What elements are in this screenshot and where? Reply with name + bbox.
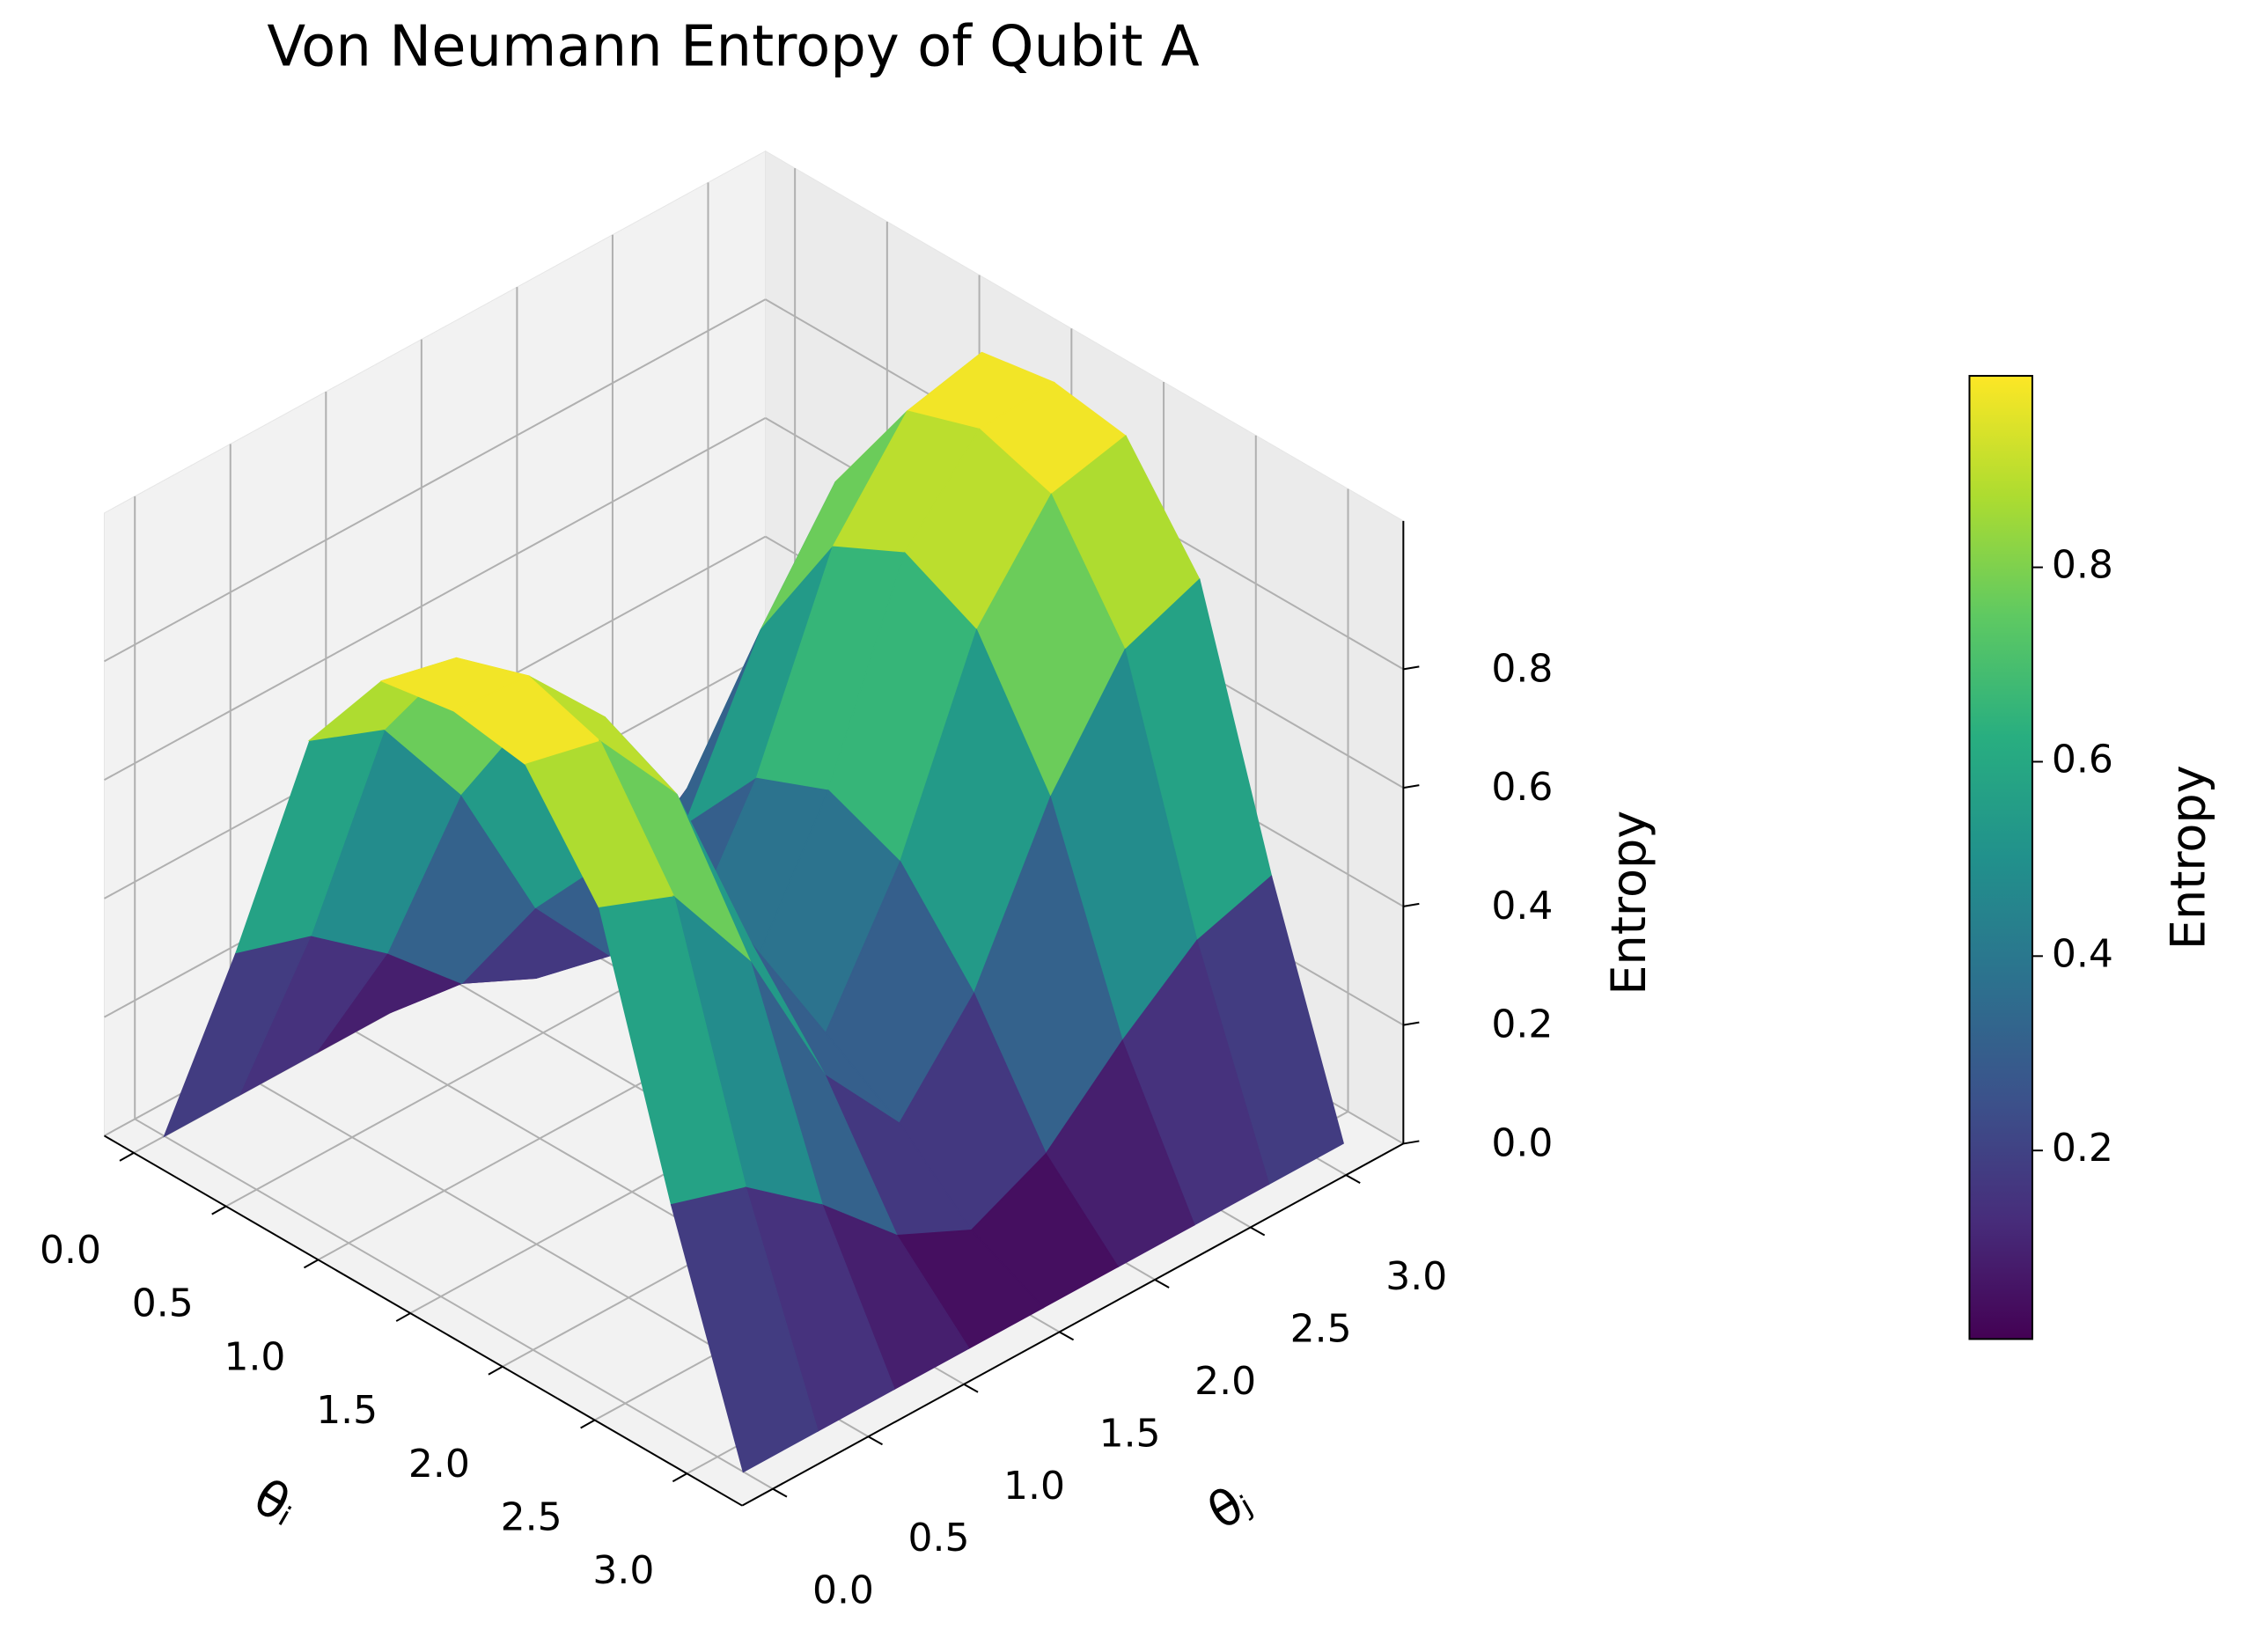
y-tick-label: 0.0 (812, 1568, 874, 1613)
y-tick-label: 1.5 (1099, 1411, 1161, 1456)
x-tick-label: 1.5 (316, 1388, 378, 1433)
x-tick-label: 2.5 (501, 1495, 562, 1540)
x-tick (672, 1472, 687, 1483)
z-tick (1403, 1140, 1420, 1145)
x-tick-label: 3.0 (592, 1548, 654, 1593)
y-tick (772, 1487, 788, 1498)
y-tick-label: 2.0 (1194, 1359, 1256, 1404)
z-tick-label: 0.4 (1491, 884, 1553, 929)
y-tick (1345, 1174, 1361, 1184)
grid-line (134, 1118, 774, 1490)
y-tick (963, 1383, 979, 1393)
y-tick-label: 0.5 (908, 1516, 970, 1560)
surface-patch (670, 1186, 819, 1473)
x-tick-label: 1.0 (224, 1334, 285, 1379)
z-tick-label: 0.0 (1491, 1120, 1553, 1165)
colorbar-tick-label: 0.8 (2052, 543, 2113, 588)
y-axis-label: θⱼ (1199, 1472, 1261, 1541)
y-tick (868, 1435, 883, 1446)
z-tick-label: 0.2 (1491, 1002, 1553, 1047)
colorbar-label: Entropy (2161, 765, 2216, 950)
z-tick (1403, 665, 1420, 671)
y-tick-label: 2.5 (1290, 1307, 1352, 1352)
colorbar-tick-label: 0.4 (2052, 931, 2113, 976)
x-tick-label: 0.5 (132, 1281, 194, 1326)
y-tick (1250, 1226, 1266, 1237)
x-tick (303, 1259, 319, 1269)
z-tick-label: 0.8 (1491, 646, 1553, 691)
x-tick-label: 2.0 (408, 1442, 470, 1487)
x-tick (488, 1365, 503, 1376)
x-tick-label: 0.0 (40, 1228, 101, 1273)
colorbar-tick-label: 0.2 (2052, 1126, 2113, 1171)
chart-title: Von Neumann Entropy of Qubit A (267, 15, 1200, 80)
y-tick-label: 3.0 (1385, 1254, 1447, 1299)
y-axis (741, 1142, 1404, 1507)
y-tick (1059, 1331, 1075, 1341)
colorbar (1968, 375, 2033, 1340)
x-tick (211, 1205, 227, 1215)
z-tick (1403, 784, 1420, 789)
x-axis (103, 1134, 743, 1507)
z-tick (1403, 902, 1420, 907)
y-tick-label: 1.0 (1003, 1464, 1065, 1509)
x-tick (395, 1312, 411, 1322)
x-tick (580, 1419, 596, 1429)
z-tick-label: 0.6 (1491, 765, 1553, 810)
z-axis-label: Entropy (1601, 811, 1657, 995)
grid-line (103, 417, 767, 782)
y-tick (1154, 1279, 1170, 1289)
grid-line (103, 298, 767, 663)
colorbar-tick-label: 0.6 (2052, 737, 2113, 782)
x-tick (119, 1152, 135, 1162)
x-axis-label: θᵢ (244, 1468, 306, 1537)
z-tick (1403, 1021, 1420, 1026)
